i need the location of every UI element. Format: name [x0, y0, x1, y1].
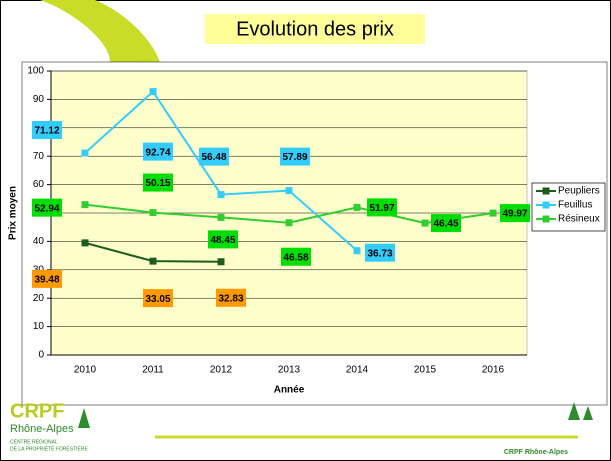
x-axis-title: Année [274, 385, 305, 396]
point-marker [421, 219, 429, 227]
point-marker [353, 203, 361, 211]
y-tick-label: 70 [33, 151, 45, 162]
title-box [205, 14, 425, 44]
data-label-box [281, 247, 311, 266]
point-marker [285, 219, 293, 227]
point-marker [149, 88, 157, 96]
y-tick-label: 20 [33, 293, 45, 304]
data-label: 56.48 [201, 152, 226, 163]
point-marker [217, 213, 225, 221]
y-tick-label: 90 [33, 94, 45, 105]
logo-line2: DE LA PROPRIÉTÉ FORESTIÈRE [10, 445, 88, 452]
data-label: 32.83 [218, 293, 243, 304]
data-label: 50.15 [145, 178, 170, 189]
data-label: 71.12 [34, 126, 59, 137]
logo-region: Rhône-Alpes [10, 423, 74, 435]
point-marker [489, 209, 497, 217]
data-label: 46.58 [283, 252, 308, 263]
data-label-box [143, 142, 173, 161]
legend-label: Feuillus [558, 200, 592, 211]
x-tick-label: 2013 [278, 365, 301, 376]
data-label: 92.74 [145, 147, 170, 158]
data-label: 36.73 [367, 248, 392, 259]
point-marker [353, 247, 361, 255]
footer-text: CRPF Rhône-Alpes [504, 449, 568, 456]
data-label-box [143, 173, 173, 192]
data-label-box [199, 147, 229, 166]
data-label-box [431, 214, 461, 233]
legend-marker [542, 215, 550, 223]
data-label: 51.97 [369, 203, 394, 214]
logo-tree [78, 408, 90, 428]
y-tick-label: 40 [33, 236, 45, 247]
data-label: 52.94 [34, 203, 59, 214]
data-label-box [32, 198, 62, 217]
data-label-box [280, 147, 310, 166]
data-label-box [208, 230, 238, 249]
legend-marker [542, 201, 550, 209]
point-marker [217, 258, 225, 266]
y-tick-label: 100 [27, 66, 44, 77]
x-tick-label: 2015 [414, 365, 437, 376]
y-axis-title: Prix moyen [8, 186, 19, 240]
point-marker [285, 187, 293, 195]
x-tick-label: 2014 [346, 365, 369, 376]
point-marker [81, 201, 89, 209]
data-label: 48.45 [210, 235, 235, 246]
data-label-box [32, 121, 62, 140]
data-label: 33.05 [145, 294, 170, 305]
data-label-box [500, 204, 530, 223]
legend-label: Peupliers [558, 186, 600, 197]
data-label: 46.45 [433, 219, 458, 230]
data-label-box [216, 288, 246, 307]
data-label-box [143, 289, 173, 308]
x-tick-label: 2012 [210, 365, 233, 376]
legend-marker [542, 187, 550, 195]
x-tick-label: 2016 [482, 365, 505, 376]
data-label-box [367, 198, 397, 217]
footer-trees [568, 402, 593, 420]
y-tick-label: 0 [38, 350, 44, 361]
swoosh [40, 0, 160, 62]
data-label: 57.89 [282, 152, 307, 163]
chart-title: Evolution des prix [236, 18, 394, 40]
point-marker [149, 257, 157, 265]
x-tick-label: 2010 [74, 365, 97, 376]
data-label: 39.48 [34, 275, 59, 286]
data-label-box [32, 269, 62, 288]
point-marker [149, 209, 157, 217]
x-tick-label: 2011 [142, 365, 164, 376]
logo-name: CRPF [10, 400, 64, 422]
data-label: 49.97 [502, 209, 527, 220]
legend-label: Résineux [558, 214, 600, 225]
point-marker [217, 191, 225, 199]
data-label-box [365, 243, 395, 262]
y-tick-label: 10 [33, 321, 45, 332]
point-marker [81, 239, 89, 247]
point-marker [81, 149, 89, 157]
logo-line1: CENTRE RÉGIONAL [10, 438, 58, 445]
y-tick-label: 60 [33, 179, 45, 190]
